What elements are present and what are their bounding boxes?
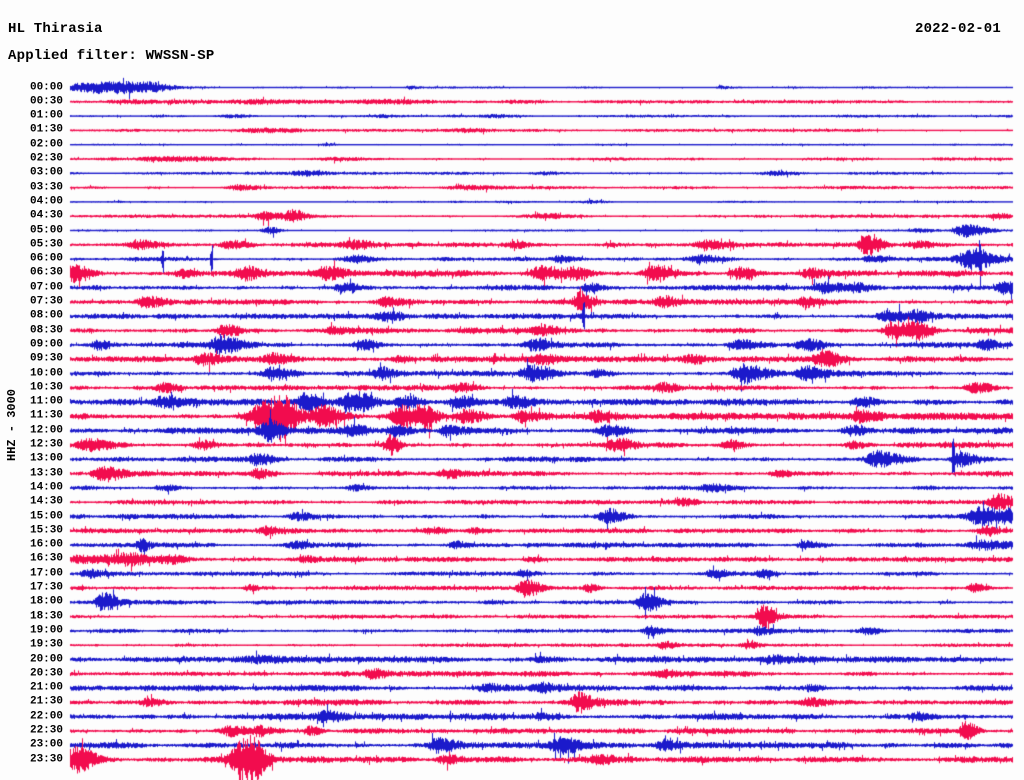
row-time-label: 22:30 (29, 724, 63, 737)
row-time-label: 23:30 (29, 753, 63, 766)
time-axis-labels: 00:00 00:30 01:00 01:30 02:00 02:30 03:00 03:30… (0, 0, 63, 780)
row-time-label: 17:30 (29, 581, 63, 594)
row-time-label: 18:30 (29, 610, 63, 623)
row-time-label: 23:00 (29, 738, 63, 751)
row-time-label: 14:00 (29, 481, 63, 494)
row-time-label: 11:00 (29, 395, 63, 408)
row-time-label: 05:00 (29, 224, 63, 236)
row-time-label: 05:30 (29, 238, 63, 251)
row-time-label: 21:00 (29, 681, 63, 694)
row-time-label: 01:00 (29, 109, 63, 122)
row-time-label: 04:00 (29, 195, 63, 208)
row-time-label: 07:30 (29, 295, 63, 308)
row-time-label: 20:30 (29, 667, 63, 680)
row-time-label: 03:00 (29, 166, 63, 179)
row-time-label: 22:00 (29, 710, 63, 723)
row-time-label: 11:30 (29, 409, 63, 422)
row-time-label: 09:30 (29, 352, 63, 365)
row-time-label: 13:30 (29, 467, 63, 480)
row-time-label: 17:00 (29, 567, 63, 580)
row-time-label: 04:30 (29, 209, 63, 222)
row-time-label: 03:30 (29, 181, 63, 194)
row-time-label: 12:30 (29, 438, 63, 451)
row-time-label: 19:30 (29, 638, 63, 651)
row-time-label: 14:30 (29, 495, 63, 508)
row-time-label: 00:00 (29, 81, 63, 93)
row-time-label: 15:00 (29, 510, 63, 522)
row-time-label: 16:30 (29, 552, 63, 565)
row-time-label: 02:30 (29, 152, 63, 165)
row-time-label: 06:00 (29, 252, 63, 265)
row-time-label: 10:30 (29, 381, 63, 394)
row-time-label: 19:00 (29, 624, 63, 637)
row-time-label: 20:00 (29, 653, 63, 665)
row-time-label: 18:00 (29, 595, 63, 608)
row-time-label: 01:30 (29, 123, 63, 136)
row-time-label: 00:30 (29, 95, 63, 108)
row-time-label: 02:00 (29, 138, 63, 151)
row-time-label: 12:00 (29, 424, 63, 437)
row-time-label: 16:00 (29, 538, 63, 551)
row-time-label: 10:00 (29, 367, 63, 379)
row-time-label: 09:00 (29, 338, 63, 351)
row-time-label: 06:30 (29, 266, 63, 279)
row-time-label: 15:30 (29, 524, 63, 537)
row-time-label: 08:30 (29, 324, 63, 337)
row-time-label: 21:30 (29, 695, 63, 708)
row-time-label: 07:00 (29, 281, 63, 294)
row-time-label: 08:00 (29, 309, 63, 322)
row-time-label: 13:00 (29, 452, 63, 465)
